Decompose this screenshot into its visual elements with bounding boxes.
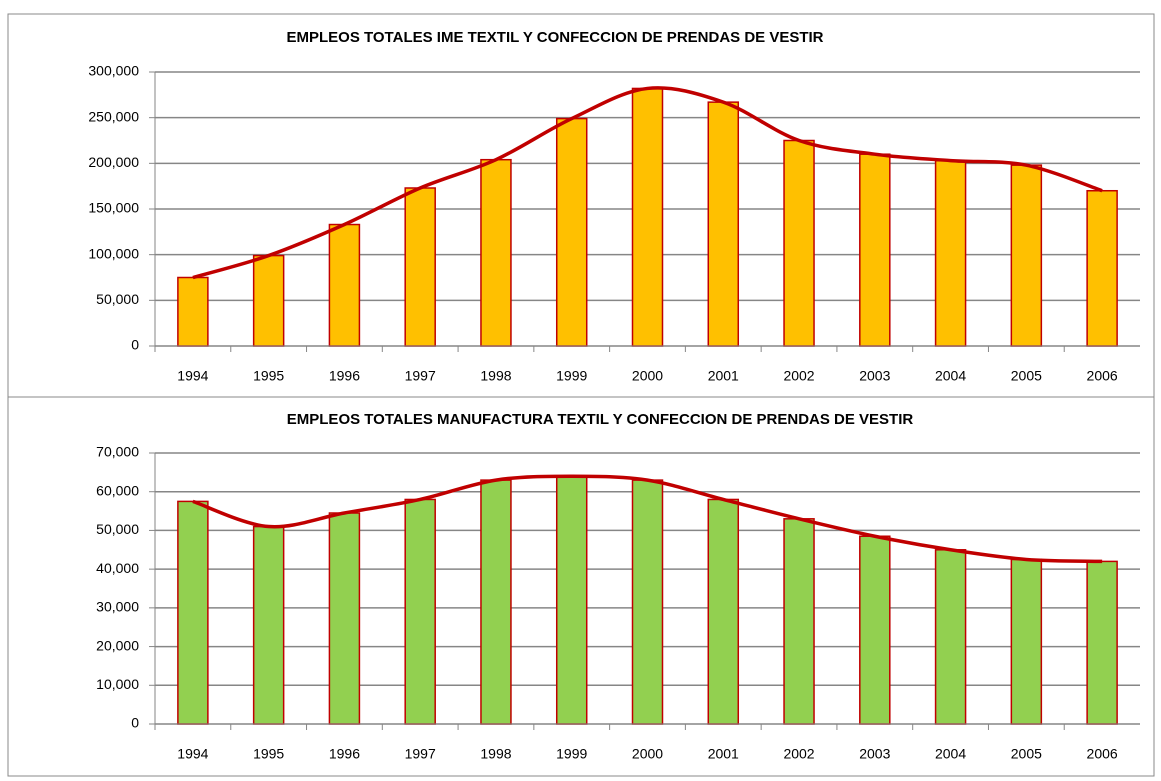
y-tick-label: 250,000 bbox=[88, 108, 139, 124]
bar bbox=[934, 549, 967, 725]
x-tick-label: 2006 bbox=[1087, 746, 1118, 762]
bar bbox=[480, 479, 512, 725]
bar bbox=[783, 518, 815, 725]
x-tick-label: 2001 bbox=[708, 368, 739, 384]
y-tick-label: 30,000 bbox=[96, 599, 139, 615]
y-tick-label: 10,000 bbox=[96, 676, 139, 692]
x-tick-label: 1999 bbox=[556, 746, 587, 762]
bar bbox=[934, 159, 967, 347]
bar bbox=[404, 498, 436, 725]
bar bbox=[631, 87, 664, 347]
bar bbox=[1010, 558, 1043, 725]
x-tick-label: 2003 bbox=[859, 368, 890, 384]
x-tick-label: 1996 bbox=[329, 746, 360, 762]
x-tick-label: 1998 bbox=[480, 746, 511, 762]
x-tick-label: 1995 bbox=[253, 746, 284, 762]
y-tick-label: 0 bbox=[131, 337, 139, 353]
bar bbox=[328, 512, 361, 725]
trend-line bbox=[192, 86, 1103, 280]
bar bbox=[707, 498, 740, 725]
y-tick-label: 150,000 bbox=[88, 200, 139, 216]
bar bbox=[1086, 189, 1118, 347]
y-tick-label: 50,000 bbox=[96, 521, 139, 537]
y-tick-label: 20,000 bbox=[96, 637, 139, 653]
x-tick-label: 2004 bbox=[935, 368, 966, 384]
chart-title: EMPLEOS TOTALES IME TEXTIL Y CONFECCION … bbox=[286, 29, 823, 46]
bar bbox=[555, 117, 588, 347]
bar bbox=[252, 254, 285, 347]
x-tick-label: 1994 bbox=[177, 746, 208, 762]
y-tick-label: 100,000 bbox=[88, 245, 139, 261]
chart-title: EMPLEOS TOTALES MANUFACTURA TEXTIL Y CON… bbox=[287, 411, 914, 428]
bar bbox=[177, 276, 209, 347]
bar bbox=[631, 479, 664, 725]
bar bbox=[252, 525, 285, 725]
x-tick-label: 2002 bbox=[783, 368, 814, 384]
trend-line bbox=[192, 474, 1103, 564]
y-tick-label: 60,000 bbox=[96, 482, 139, 498]
y-tick-label: 300,000 bbox=[88, 63, 139, 79]
bar bbox=[859, 535, 891, 725]
x-tick-label: 1997 bbox=[405, 368, 436, 384]
x-tick-label: 1998 bbox=[480, 368, 511, 384]
bar bbox=[783, 139, 815, 347]
x-tick-label: 2003 bbox=[859, 746, 890, 762]
x-tick-label: 1996 bbox=[329, 368, 360, 384]
x-tick-label: 1997 bbox=[405, 746, 436, 762]
bar bbox=[859, 153, 891, 347]
x-tick-label: 1994 bbox=[177, 368, 208, 384]
bar bbox=[480, 158, 512, 347]
x-tick-label: 1999 bbox=[556, 368, 587, 384]
y-tick-label: 40,000 bbox=[96, 560, 139, 576]
x-tick-label: 2005 bbox=[1011, 746, 1042, 762]
x-tick-label: 2001 bbox=[708, 746, 739, 762]
x-tick-label: 2000 bbox=[632, 746, 663, 762]
x-tick-label: 2000 bbox=[632, 368, 663, 384]
x-tick-label: 2005 bbox=[1011, 368, 1042, 384]
bar bbox=[707, 101, 740, 347]
bar bbox=[404, 187, 436, 347]
y-tick-label: 200,000 bbox=[88, 154, 139, 170]
y-tick-label: 0 bbox=[131, 715, 139, 731]
x-tick-label: 2004 bbox=[935, 746, 966, 762]
bar bbox=[1086, 560, 1118, 725]
y-tick-label: 70,000 bbox=[96, 444, 139, 460]
x-tick-label: 2002 bbox=[783, 746, 814, 762]
bar bbox=[177, 500, 209, 725]
x-tick-label: 2006 bbox=[1087, 368, 1118, 384]
bar bbox=[1010, 164, 1043, 347]
bar bbox=[328, 223, 361, 347]
y-tick-label: 50,000 bbox=[96, 291, 139, 307]
bar bbox=[555, 475, 588, 725]
x-tick-label: 1995 bbox=[253, 368, 284, 384]
